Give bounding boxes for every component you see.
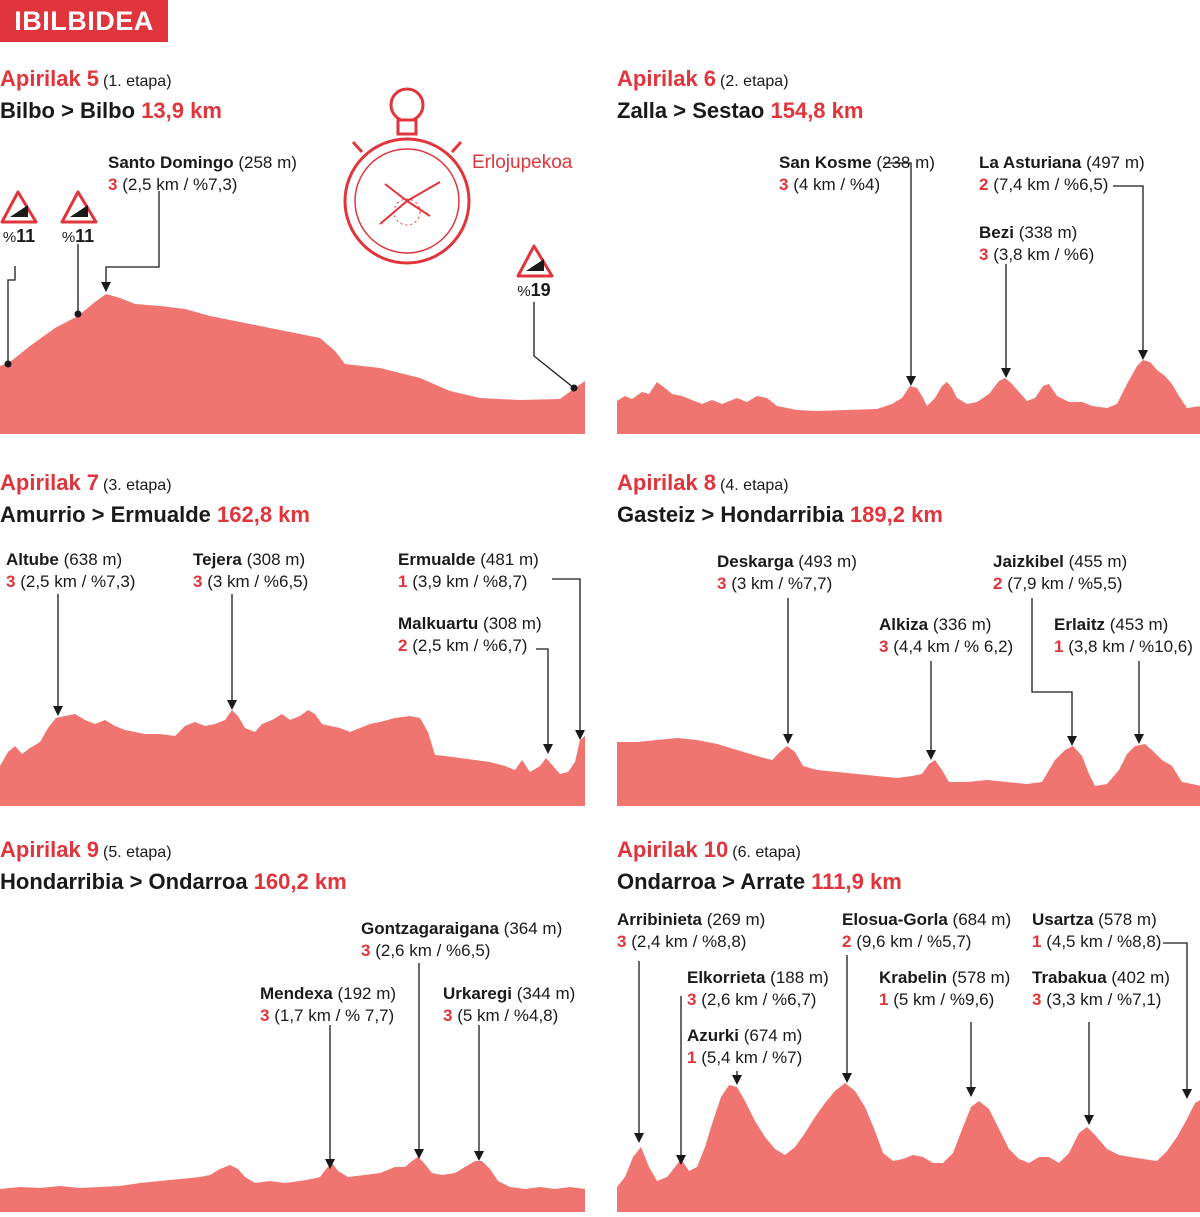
elevation-profile — [0, 87, 585, 434]
etapa-label: (3. etapa) — [103, 477, 172, 494]
climb-label: Ermualde (481 m) 1 (3,9 km / %8,7) — [398, 550, 539, 591]
gradient-sign-value: %19 — [517, 280, 551, 300]
date-label: Apirilak 10 — [617, 837, 729, 862]
stage-panel-3: Apirilak 7 (3. etapa) Amurrio > Ermualde … — [0, 470, 585, 845]
distance-label: 162,8 km — [217, 502, 310, 527]
etapa-label: (6. etapa) — [732, 844, 801, 861]
stage-route: Gasteiz > Hondarribia 189,2 km — [617, 502, 943, 528]
stage-date: Apirilak 9 (5. etapa) — [0, 837, 172, 863]
etapa-label: (2. etapa) — [720, 73, 789, 90]
stopwatch-icon — [343, 87, 471, 265]
climb-label: Altube (638 m) 3 (2,5 km / %7,3) — [6, 550, 136, 591]
stage-panel-6: Apirilak 10 (6. etapa) Ondarroa > Arrate … — [617, 837, 1200, 1212]
climb-label: Deskarga (493 m) 3 (3 km / %7,7) — [717, 552, 857, 593]
route-label: Amurrio > Ermualde — [0, 502, 211, 527]
stage-route: Zalla > Sestao 154,8 km — [617, 98, 863, 124]
climb-label: La Asturiana (497 m) 2 (7,4 km / %6,5) — [979, 153, 1145, 194]
stage-route: Bilbo > Bilbo 13,9 km — [0, 98, 222, 124]
climb-label: San Kosme (238 m) 3 (4 km / %4) — [779, 153, 935, 194]
stage-route: Amurrio > Ermualde 162,8 km — [0, 502, 310, 528]
elevation-profile — [617, 942, 1200, 1212]
climb-label: Tejera (308 m) 3 (3 km / %6,5) — [193, 550, 309, 591]
stage-panel-4: Apirilak 8 (4. etapa) Gasteiz > Hondarrib… — [617, 470, 1200, 845]
climb-label: Alkiza (336 m) 3 (4,4 km / % 6,2) — [879, 615, 1014, 656]
etapa-label: (5. etapa) — [103, 844, 172, 861]
stage-panel-1: Apirilak 5 (1. etapa) Bilbo > Bilbo 13,9 … — [0, 66, 585, 441]
gradient-sign-value: %11 — [61, 226, 95, 246]
climb-label: Krabelin (578 m) 1 (5 km / %9,6) — [879, 968, 1011, 1009]
climb-label: Usartza (578 m) 1 (4,5 km / %8,8) — [1032, 910, 1162, 951]
etapa-label: (1. etapa) — [103, 73, 172, 90]
gradient-sign-icon — [60, 190, 98, 224]
date-label: Apirilak 8 — [617, 470, 717, 495]
timetrial-label: Erlojupekoa — [472, 152, 573, 173]
climb-label: Jaizkibel (455 m) 2 (7,9 km / %5,5) — [993, 552, 1128, 593]
climb-label: Elosua-Gorla (684 m) 2 (9,6 km / %5,7) — [842, 910, 1012, 951]
climb-label: Erlaitz (453 m) 1 (3,8 km / %10,6) — [1054, 615, 1193, 656]
stage-route: Ondarroa > Arrate 111,9 km — [617, 869, 902, 895]
etapa-label: (4. etapa) — [720, 477, 789, 494]
stage-date: Apirilak 7 (3. etapa) — [0, 470, 172, 496]
distance-label: 160,2 km — [253, 869, 347, 894]
climb-label: Urkaregi (344 m) 3 (5 km / %4,8) — [443, 984, 576, 1025]
distance-label: 111,9 km — [811, 869, 902, 894]
date-label: Apirilak 5 — [0, 66, 100, 91]
stage-panel-2: Apirilak 6 (2. etapa) Zalla > Sestao 154,… — [617, 66, 1200, 441]
elevation-profile — [617, 162, 1200, 434]
climb-label: Gontzagaraigana (364 m) 3 (2,6 km / %6,5… — [361, 919, 563, 960]
climb-label: Bezi (338 m) 3 (3,8 km / %6) — [979, 223, 1095, 264]
distance-label: 13,9 km — [141, 98, 222, 123]
route-label: Zalla > Sestao — [617, 98, 765, 123]
stage-date: Apirilak 8 (4. etapa) — [617, 470, 789, 496]
route-label: Gasteiz > Hondarribia — [617, 502, 844, 527]
climb-label: Mendexa (192 m) 3 (1,7 km / % 7,7) — [260, 984, 397, 1025]
route-label: Bilbo > Bilbo — [0, 98, 136, 123]
climb-label: Malkuartu (308 m) 2 (2,5 km / %6,7) — [398, 614, 542, 655]
stage-date: Apirilak 10 (6. etapa) — [617, 837, 801, 863]
climb-label: Elkorrieta (188 m) 3 (2,6 km / %6,7) — [687, 968, 829, 1009]
climb-label: Arribinieta (269 m) 3 (2,4 km / %8,8) — [617, 910, 766, 951]
route-label: Hondarribia > Ondarroa — [0, 869, 248, 894]
climb-label: Santo Domingo (258 m) 3 (2,5 km / %7,3) — [108, 153, 297, 194]
climb-label: Trabakua (402 m) 3 (3,3 km / %7,1) — [1032, 968, 1170, 1009]
date-label: Apirilak 6 — [617, 66, 717, 91]
date-label: Apirilak 7 — [0, 470, 100, 495]
route-label: Ondarroa > Arrate — [617, 869, 806, 894]
distance-label: 189,2 km — [849, 502, 943, 527]
climb-label: Azurki (674 m) 1 (5,4 km / %7) — [687, 1026, 803, 1067]
elevation-profile — [0, 963, 585, 1212]
elevation-profile — [617, 598, 1200, 806]
gradient-sign-value: %11 — [2, 226, 36, 246]
stage-panel-5: Apirilak 9 (5. etapa) Hondarribia > Ondar… — [0, 837, 585, 1212]
distance-label: 154,8 km — [770, 98, 864, 123]
stage-route: Hondarribia > Ondarroa 160,2 km — [0, 869, 347, 895]
stage-date: Apirilak 5 (1. etapa) — [0, 66, 172, 92]
elevation-profile — [0, 578, 585, 806]
stage-date: Apirilak 6 (2. etapa) — [617, 66, 789, 92]
gradient-sign-icon — [516, 244, 554, 278]
date-label: Apirilak 9 — [0, 837, 100, 862]
gradient-sign-icon — [0, 190, 38, 224]
section-badge: IBILBIDEA — [0, 0, 168, 42]
